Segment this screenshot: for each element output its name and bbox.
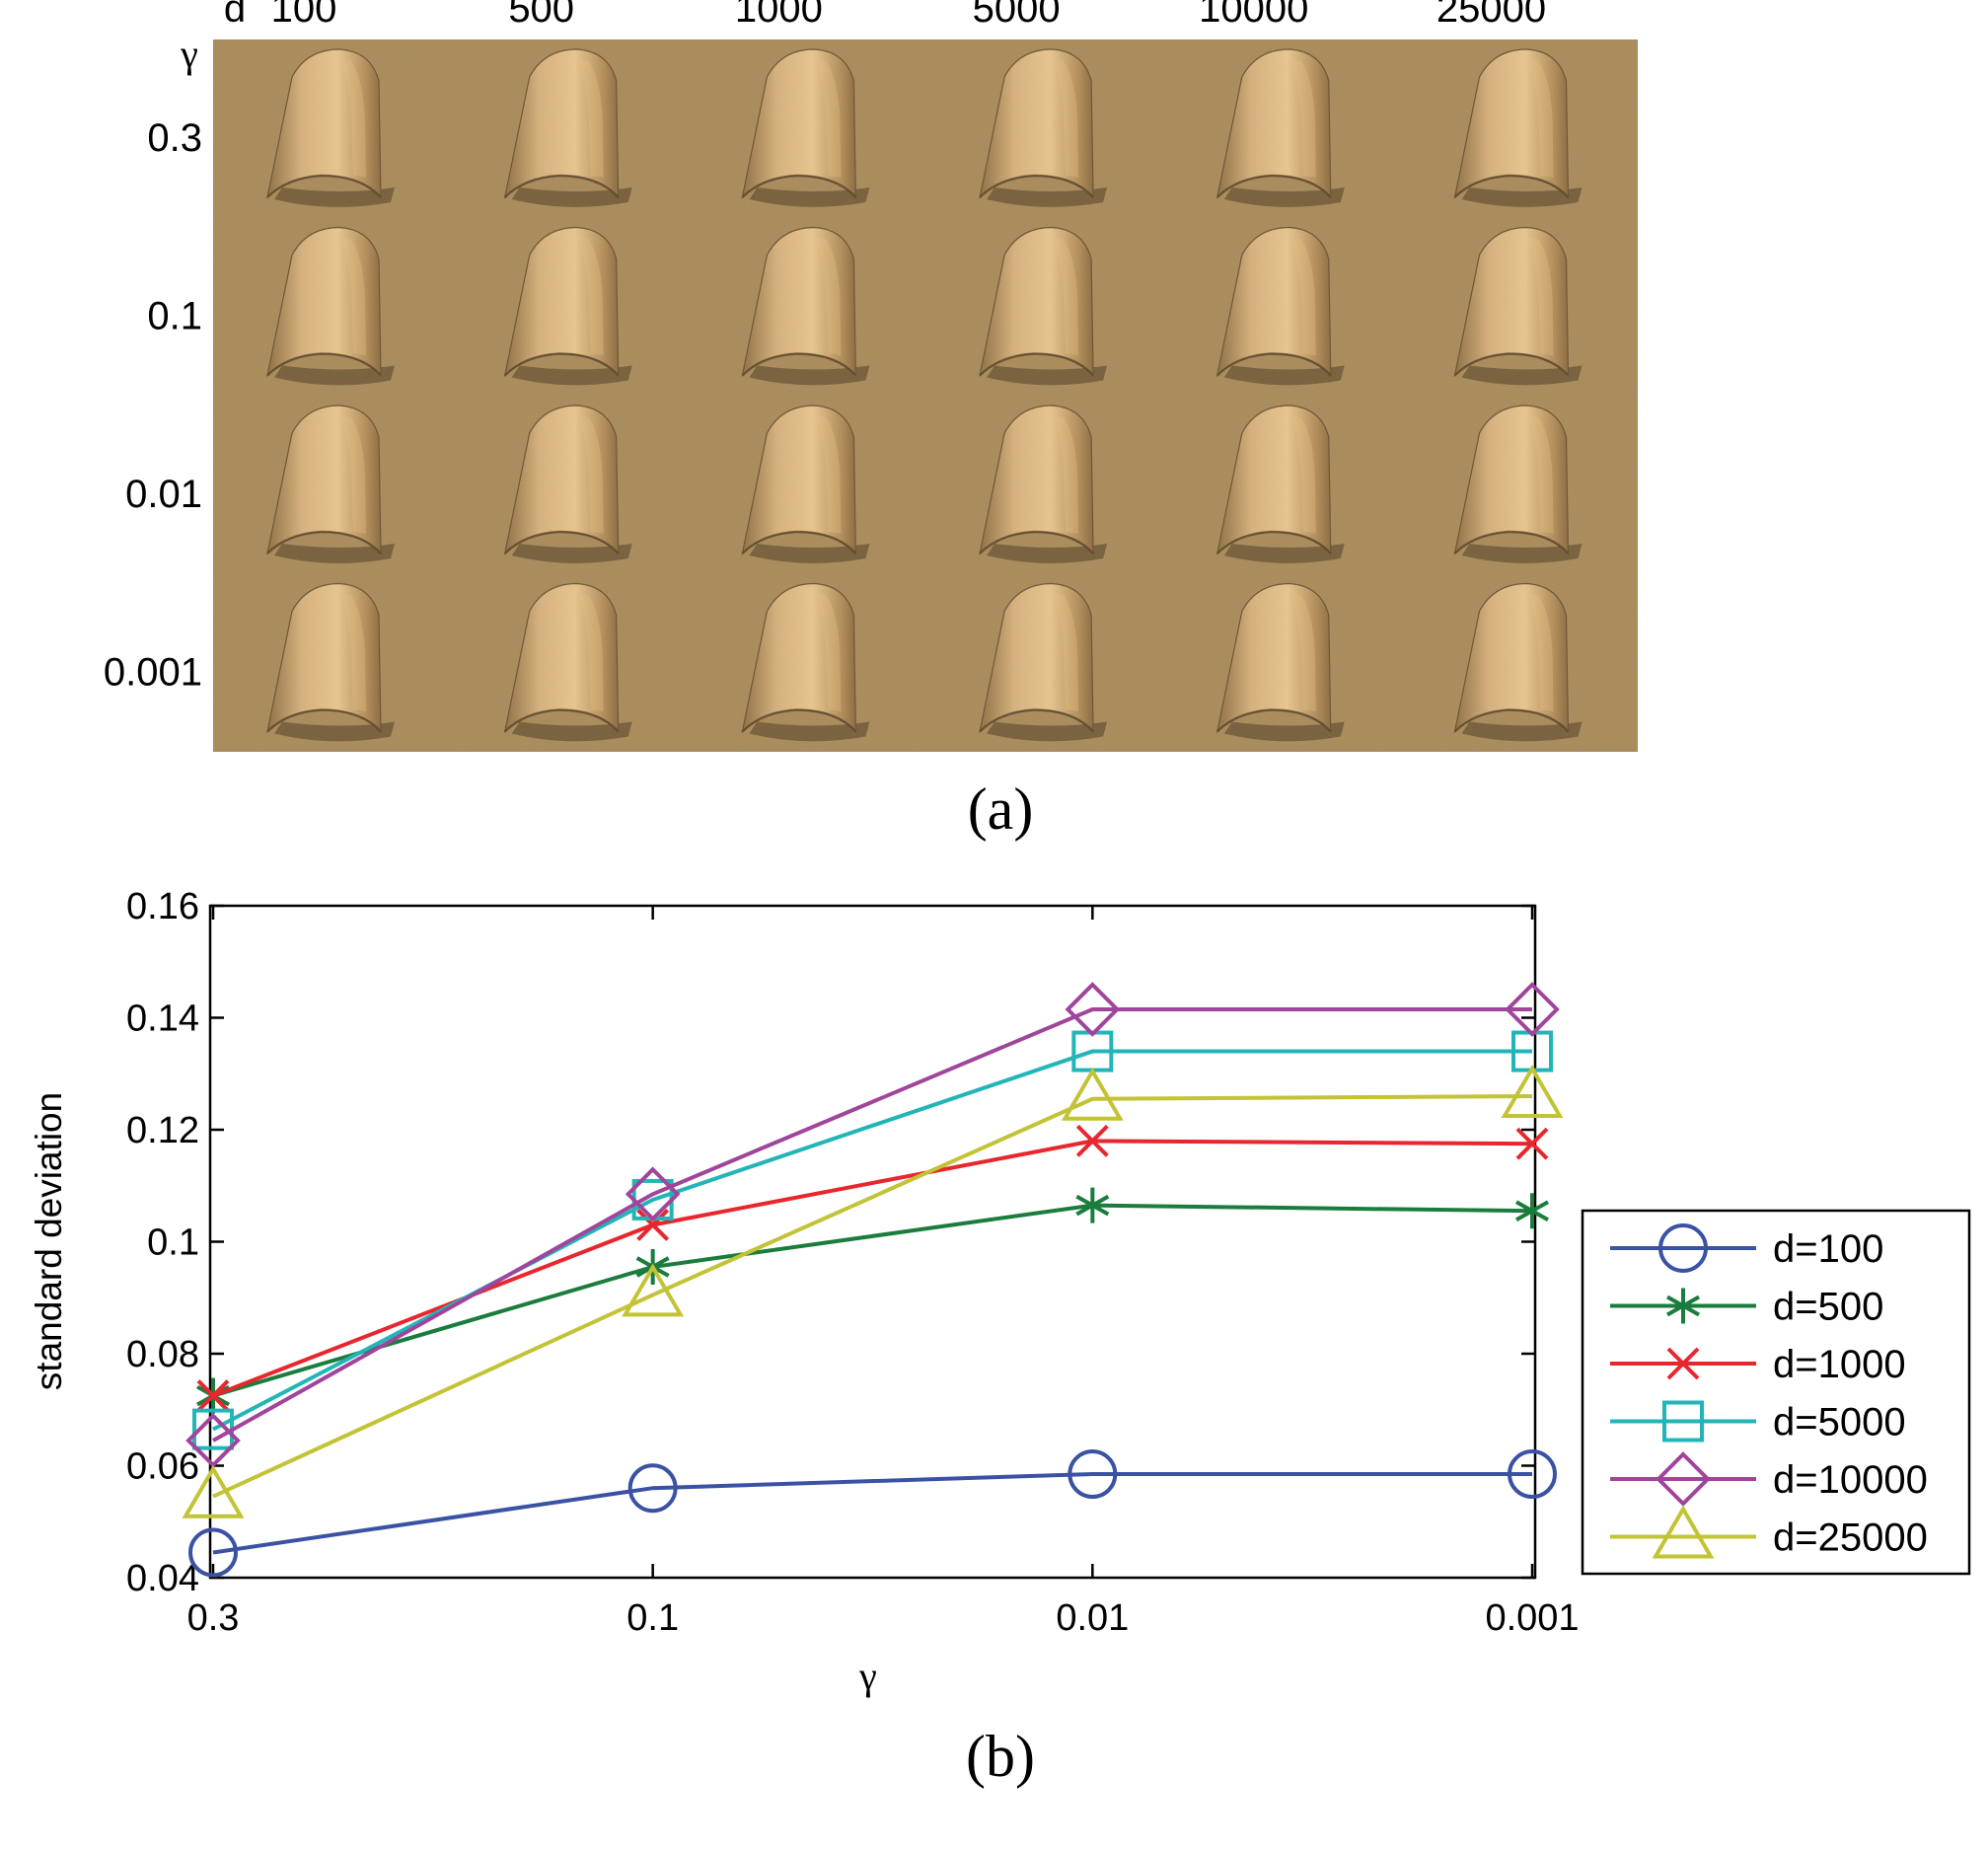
legend-entry: d=25000 — [1610, 1505, 1928, 1560]
legend-label: d=100 — [1773, 1227, 1883, 1271]
image-grid-grain — [213, 39, 1638, 752]
row-label: 0.001 — [104, 651, 202, 695]
legend-label: d=1000 — [1773, 1343, 1906, 1386]
series-d=1000 — [196, 1124, 1549, 1412]
y-tick-label: 0.14 — [126, 999, 199, 1040]
data-point — [636, 1209, 670, 1241]
x-axis: 0.3 0.1 0.01 0.001 — [187, 906, 1580, 1639]
panel-a-image-grid: dγ 100 500 1000 5000 10000 25000 0.3 0.1 0.01 0.00… — [104, 0, 1638, 752]
data-point — [182, 1464, 245, 1518]
y-tick-label: 0.04 — [126, 1558, 199, 1599]
legend-entry: d=10000 — [1610, 1451, 1928, 1507]
corner-label-d: d — [224, 0, 246, 31]
caption-a: (a) — [968, 777, 1034, 842]
data-point — [1662, 1400, 1704, 1443]
data-point — [1656, 1451, 1711, 1507]
x-tick-label: 0.01 — [1056, 1597, 1129, 1639]
legend-label: d=25000 — [1773, 1517, 1928, 1560]
series-line — [212, 1093, 1533, 1499]
panel-b-line-chart: 0.040.060.080.10.120.140.16 0.3 0.1 0.01 0.… — [29, 886, 1971, 1698]
data-point — [188, 1527, 238, 1578]
column-label: 25000 — [1436, 0, 1546, 31]
caption-b: (b) — [966, 1724, 1035, 1789]
column-label: 5000 — [973, 0, 1061, 31]
data-point — [1515, 1193, 1549, 1229]
data-point — [1652, 1505, 1715, 1559]
data-point — [196, 1379, 230, 1412]
data-point — [1666, 1288, 1700, 1324]
y-axis: 0.04 0.06 0.08 0.1 0.12 0.14 0.16 — [126, 886, 1535, 1599]
series-line — [212, 1472, 1532, 1555]
data-point — [1515, 1127, 1549, 1160]
legend-label: d=10000 — [1773, 1458, 1928, 1502]
y-tick-label: 0.16 — [126, 886, 199, 927]
row-label: 0.1 — [147, 295, 202, 338]
y-tick-label: 0.08 — [126, 1334, 199, 1375]
data-point — [1075, 1187, 1110, 1223]
row-label: 0.01 — [125, 473, 202, 516]
x-tick-label: 0.1 — [626, 1597, 679, 1639]
series-d=100 — [188, 1449, 1557, 1578]
legend-entry: d=1000 — [1610, 1343, 1906, 1386]
series-line — [212, 1203, 1533, 1398]
series-line — [212, 1006, 1532, 1443]
x-tick-label: 0.001 — [1485, 1597, 1579, 1639]
x-tick-label: 0.3 — [187, 1597, 240, 1639]
y-tick-label: 0.1 — [147, 1222, 199, 1264]
legend-label: d=5000 — [1773, 1401, 1906, 1444]
data-point — [1505, 982, 1560, 1037]
data-point — [625, 1166, 681, 1222]
column-label: 500 — [508, 0, 574, 31]
data-point — [1501, 1064, 1564, 1118]
legend: d=100 d=500 d=1000 d=5000 d=10000 d=25000 — [1581, 1209, 1971, 1576]
data-point — [1508, 1449, 1557, 1500]
data-point — [627, 1463, 678, 1514]
legend-entry: d=5000 — [1610, 1400, 1906, 1444]
series-d=25000 — [182, 1064, 1564, 1518]
legend-entry: d=500 — [1610, 1286, 1883, 1329]
data-point — [1658, 1223, 1708, 1273]
y-tick-label: 0.12 — [126, 1110, 199, 1151]
data-point — [1068, 1449, 1118, 1500]
column-label: 100 — [271, 0, 337, 31]
legend-entry: d=100 — [1610, 1223, 1883, 1273]
column-label: 1000 — [735, 0, 823, 31]
y-axis-label: standard deviation — [29, 1092, 69, 1390]
data-point — [1666, 1347, 1700, 1380]
legend-label: d=500 — [1773, 1286, 1883, 1329]
legend-box — [1581, 1209, 1971, 1576]
x-axis-label: γ — [858, 1654, 877, 1698]
corner-label-gamma: γ — [180, 32, 198, 76]
data-point — [1075, 1124, 1109, 1157]
data-point — [1065, 982, 1121, 1037]
column-label: 10000 — [1199, 0, 1308, 31]
plot-area — [208, 904, 1537, 1580]
row-label: 0.3 — [147, 116, 202, 160]
series-d=500 — [196, 1187, 1549, 1414]
series-layer — [182, 982, 1564, 1578]
series-line — [212, 1049, 1532, 1432]
data-point — [1061, 1067, 1124, 1121]
series-line — [212, 1139, 1533, 1398]
y-tick-label: 0.06 — [126, 1446, 199, 1488]
data-point — [622, 1263, 685, 1317]
